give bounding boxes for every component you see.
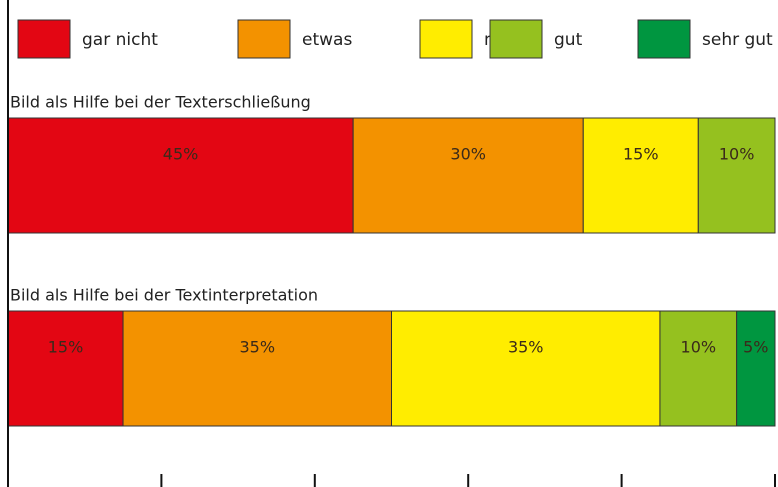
legend-swatch bbox=[237, 19, 291, 59]
legend-label: gut bbox=[554, 30, 583, 50]
category-label: Bild als Hilfe bei der Texterschließung bbox=[10, 93, 311, 112]
bar-segment bbox=[7, 117, 354, 234]
legend-label: sehr gut bbox=[702, 30, 773, 50]
bar-segment bbox=[7, 310, 124, 427]
category-label: Bild als Hilfe bei der Textinterpretatio… bbox=[10, 286, 318, 305]
value-label: 10% bbox=[681, 338, 717, 357]
legend-swatch bbox=[419, 19, 473, 59]
value-label: 30% bbox=[450, 145, 486, 164]
bar-segment bbox=[122, 310, 393, 427]
bar-segment bbox=[582, 117, 699, 234]
value-label: 15% bbox=[48, 338, 84, 357]
value-label: 45% bbox=[163, 145, 199, 164]
legend-swatch bbox=[17, 19, 71, 59]
value-label: 15% bbox=[623, 145, 659, 164]
legend-swatch bbox=[489, 19, 543, 59]
value-label: 35% bbox=[508, 338, 544, 357]
legend-swatch bbox=[637, 19, 691, 59]
value-label: 5% bbox=[743, 338, 768, 357]
bar-segment bbox=[736, 310, 776, 427]
bar-segment bbox=[697, 117, 776, 234]
legend-label: etwas bbox=[302, 30, 352, 50]
bar-segment bbox=[352, 117, 584, 234]
bar-segment bbox=[659, 310, 738, 427]
legend-label: gar nicht bbox=[82, 30, 158, 50]
value-label: 35% bbox=[239, 338, 275, 357]
bar-segment bbox=[391, 310, 661, 427]
value-label: 10% bbox=[719, 145, 755, 164]
